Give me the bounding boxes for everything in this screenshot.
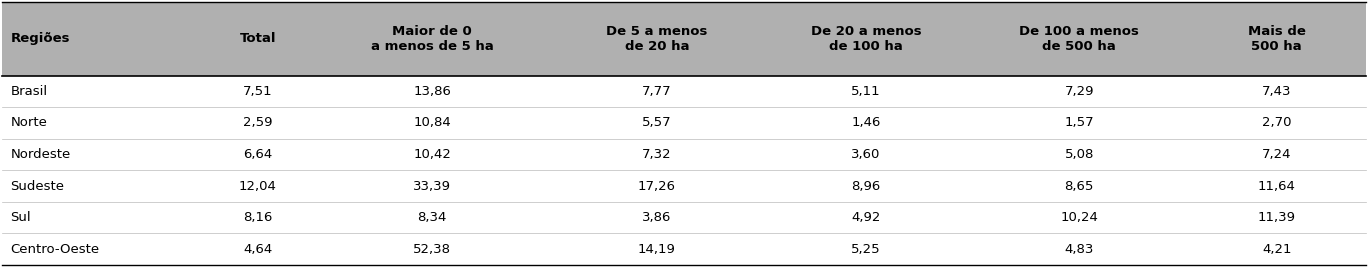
Text: 10,24: 10,24 (1060, 211, 1099, 224)
Text: Mais de
500 ha: Mais de 500 ha (1248, 25, 1305, 53)
Text: Norte: Norte (11, 116, 47, 129)
Text: 5,25: 5,25 (851, 243, 881, 256)
Text: 3,60: 3,60 (851, 148, 881, 161)
Text: 11,39: 11,39 (1257, 211, 1295, 224)
Text: 7,24: 7,24 (1263, 148, 1291, 161)
Text: 10,42: 10,42 (413, 148, 451, 161)
Text: 4,92: 4,92 (851, 211, 881, 224)
Text: 1,57: 1,57 (1064, 116, 1094, 129)
Text: 5,11: 5,11 (851, 85, 881, 98)
Text: 8,65: 8,65 (1064, 180, 1094, 193)
Text: 2,59: 2,59 (244, 116, 272, 129)
Text: Centro-Oeste: Centro-Oeste (11, 243, 100, 256)
Text: 3,86: 3,86 (642, 211, 672, 224)
Text: 14,19: 14,19 (637, 243, 676, 256)
Text: 4,21: 4,21 (1263, 243, 1291, 256)
Text: 2,70: 2,70 (1263, 116, 1291, 129)
Text: 33,39: 33,39 (413, 180, 451, 193)
Text: 12,04: 12,04 (239, 180, 276, 193)
Text: 13,86: 13,86 (413, 85, 451, 98)
Text: 7,32: 7,32 (642, 148, 672, 161)
Text: 10,84: 10,84 (413, 116, 451, 129)
Text: De 5 a menos
de 20 ha: De 5 a menos de 20 ha (606, 25, 707, 53)
Text: Maior de 0
a menos de 5 ha: Maior de 0 a menos de 5 ha (371, 25, 494, 53)
Text: 6,64: 6,64 (244, 148, 272, 161)
Text: Regiões: Regiões (11, 32, 70, 45)
Text: De 20 a menos
de 100 ha: De 20 a menos de 100 ha (811, 25, 922, 53)
Text: 1,46: 1,46 (851, 116, 881, 129)
Text: 8,96: 8,96 (851, 180, 881, 193)
Text: 7,51: 7,51 (244, 85, 272, 98)
Text: 5,08: 5,08 (1064, 148, 1094, 161)
Text: Sul: Sul (11, 211, 31, 224)
Text: Total: Total (239, 32, 276, 45)
Text: 7,43: 7,43 (1263, 85, 1291, 98)
Bar (3, 2, 1365, 76)
Text: 8,34: 8,34 (417, 211, 447, 224)
Text: 4,64: 4,64 (244, 243, 272, 256)
Text: Nordeste: Nordeste (11, 148, 71, 161)
Text: 52,38: 52,38 (413, 243, 451, 256)
Text: 4,83: 4,83 (1064, 243, 1094, 256)
Text: Sudeste: Sudeste (11, 180, 64, 193)
Text: 8,16: 8,16 (244, 211, 272, 224)
Text: 7,29: 7,29 (1064, 85, 1094, 98)
Text: 7,77: 7,77 (642, 85, 672, 98)
Text: 17,26: 17,26 (637, 180, 676, 193)
Text: Brasil: Brasil (11, 85, 48, 98)
Text: 11,64: 11,64 (1257, 180, 1295, 193)
Text: De 100 a menos
de 500 ha: De 100 a menos de 500 ha (1019, 25, 1140, 53)
Text: 5,57: 5,57 (642, 116, 672, 129)
